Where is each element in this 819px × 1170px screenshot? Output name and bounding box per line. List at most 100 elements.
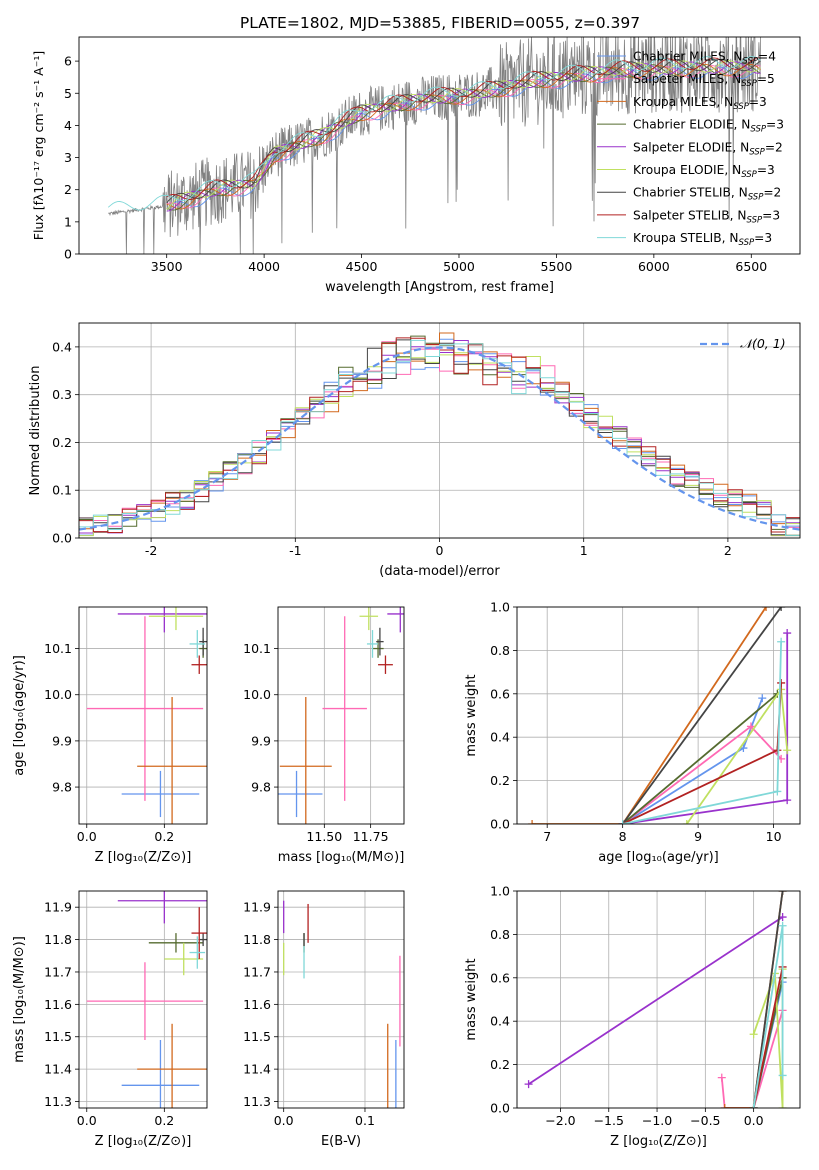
weight-marker bbox=[783, 746, 792, 755]
spectrum-model-line bbox=[166, 61, 761, 212]
spectrum-model-line bbox=[107, 56, 761, 211]
weight-marker bbox=[524, 1080, 533, 1089]
y-axis-label: mass [log₁₀(M/M⊙)] bbox=[12, 936, 27, 1063]
weight-line bbox=[752, 891, 784, 1108]
y-tick-label: 10.1 bbox=[243, 641, 271, 656]
gaussian-curve bbox=[79, 346, 800, 531]
y-tick-label: 0.0 bbox=[490, 1101, 510, 1116]
spectrum-data-line bbox=[108, 37, 761, 254]
weight-marker bbox=[720, 1104, 729, 1108]
y-tick-label: 0.4 bbox=[52, 339, 72, 354]
ticks: 7 8 9 10 0.0 0.2 0.4 0.6 0.8 1.0 bbox=[490, 600, 781, 845]
y-tick-label: 11.4 bbox=[243, 1062, 271, 1077]
weight-marker bbox=[528, 820, 537, 824]
weight-marker bbox=[682, 820, 691, 824]
x-tick-label: −1.5 bbox=[594, 1113, 624, 1128]
legend-entry: Chabrier ELODIE, NSSP=3 bbox=[633, 118, 784, 135]
panel-frame bbox=[516, 606, 801, 825]
weight-marker bbox=[778, 921, 787, 930]
y-axis-label: mass weight bbox=[464, 674, 479, 756]
x-axis-label: mass [log₁₀(M/M⊙)] bbox=[278, 850, 405, 865]
panel-residuals: -2 -1 0 1 2 0.0 0.1 0.2 0.3 0.4 (data-model)/error… bbox=[28, 322, 801, 579]
weight-marker bbox=[746, 722, 755, 731]
y-tick-label: 11.9 bbox=[243, 900, 271, 915]
x-tick-label: 0.1 bbox=[355, 1113, 375, 1128]
spectrum-model-line bbox=[166, 60, 761, 210]
y-tick-label: 0.6 bbox=[490, 686, 510, 701]
legend-entry: Salpeter MILES, NSSP=5 bbox=[633, 72, 775, 89]
weight-line bbox=[532, 607, 767, 824]
legend-entry: Salpeter STELIB, NSSP=3 bbox=[633, 208, 780, 225]
x-tick-label: 0.2 bbox=[154, 829, 174, 844]
y-tick-label: 11.6 bbox=[44, 997, 72, 1012]
x-tick-label: 0.0 bbox=[744, 1113, 764, 1128]
plot-area bbox=[524, 891, 787, 1108]
grid bbox=[278, 607, 404, 824]
spectrum-model-line bbox=[166, 66, 761, 210]
x-tick-label: −2.0 bbox=[545, 1113, 575, 1128]
y-tick-label: 1 bbox=[64, 214, 72, 229]
legend-entry: Kroupa ELODIE, NSSP=3 bbox=[633, 163, 775, 180]
weight-marker bbox=[783, 629, 792, 638]
panel-age-vs-mass: 11.50 11.75 9.8 9.9 10.0 10.1 mass [log₁₀(M/M⊙… bbox=[243, 606, 405, 865]
y-tick-label: 0.2 bbox=[52, 435, 72, 450]
weight-marker bbox=[773, 746, 782, 755]
x-axis-label: Z [log₁₀(Z/Z⊙)] bbox=[95, 850, 192, 865]
x-tick-label: 5500 bbox=[541, 259, 573, 274]
y-tick-label: 10.0 bbox=[44, 687, 72, 702]
y-axis-label: mass weight bbox=[464, 958, 479, 1040]
y-tick-label: 4 bbox=[64, 118, 72, 133]
panel-frame bbox=[78, 322, 801, 539]
weight-marker bbox=[778, 1071, 787, 1080]
y-axis-label: Flux [fλ10⁻¹⁷ erg cm⁻² s⁻¹ A⁻¹] bbox=[31, 51, 46, 240]
weight-marker bbox=[762, 607, 771, 611]
weight-line bbox=[621, 607, 782, 824]
plot-area bbox=[107, 37, 761, 254]
panel-spectrum: 3500 4000 4500 5000 5500 6000 6500 0 1 2 3 4 5 6 wavel… bbox=[31, 36, 801, 295]
y-tick-label: 11.8 bbox=[44, 932, 72, 947]
ticks: −2.0 −1.5 −1.0 −0.5 0.0 0.0 0.2 0.4 0.6 0.8 1.0 bbox=[490, 884, 764, 1129]
weight-marker bbox=[783, 796, 792, 805]
legend-entry: Salpeter ELODIE, NSSP=2 bbox=[633, 140, 783, 157]
y-tick-label: 10.1 bbox=[44, 641, 72, 656]
x-tick-label: 0.2 bbox=[154, 1113, 174, 1128]
y-tick-label: 0.4 bbox=[490, 730, 510, 745]
x-tick-label: 2 bbox=[724, 543, 732, 558]
x-tick-label: 0.0 bbox=[77, 829, 97, 844]
legend-entry: Chabrier STELIB, NSSP=2 bbox=[633, 186, 781, 203]
y-tick-label: 9.9 bbox=[251, 733, 271, 748]
x-tick-label: 10 bbox=[766, 829, 782, 844]
ticks: -2 -1 0 1 2 0.0 0.1 0.2 0.3 0.4 bbox=[52, 339, 732, 558]
x-tick-label: 8 bbox=[619, 829, 627, 844]
y-tick-label: 0.1 bbox=[52, 483, 72, 498]
plot-area bbox=[79, 332, 800, 537]
panel-mass-weight-vs-age: 7 8 9 10 0.0 0.2 0.4 0.6 0.8 1.0 age [log₁₀(age/yr… bbox=[464, 600, 801, 865]
x-tick-label: 1 bbox=[580, 543, 588, 558]
y-tick-label: 1.0 bbox=[490, 600, 510, 615]
weight-marker bbox=[778, 891, 787, 895]
weight-line bbox=[752, 966, 784, 1108]
y-axis-label: age [log₁₀(age/yr)] bbox=[12, 655, 27, 776]
spectrum-model-line bbox=[166, 57, 761, 200]
y-tick-label: 11.4 bbox=[44, 1062, 72, 1077]
x-axis-label: E(B-V) bbox=[321, 1134, 361, 1149]
panel-frame bbox=[516, 890, 801, 1109]
y-tick-label: 0.0 bbox=[52, 531, 72, 546]
panel-mass-vs-EBV: 0.0 0.1 11.3 11.4 11.5 11.6 11.7 11.8 11.9 E(B-V) bbox=[243, 890, 405, 1149]
panel-frame bbox=[78, 606, 208, 825]
x-axis-label: (data-model)/error bbox=[379, 564, 500, 579]
panel-age-vs-Z: 0.0 0.2 9.8 9.9 10.0 10.1 Z [log₁₀(Z/Z⊙)] age [… bbox=[12, 606, 208, 865]
y-tick-label: 9.8 bbox=[251, 780, 271, 795]
weight-marker bbox=[758, 694, 767, 703]
y-tick-label: 0 bbox=[64, 247, 72, 262]
x-tick-label: 6500 bbox=[735, 259, 767, 274]
y-tick-label: 2 bbox=[64, 182, 72, 197]
panel-mass-weight-vs-Z: −2.0 −1.5 −1.0 −0.5 0.0 0.0 0.2 0.4 0.6 0.8 1.0 Z [… bbox=[464, 884, 801, 1149]
y-tick-label: 11.6 bbox=[243, 997, 271, 1012]
panel-frame bbox=[78, 890, 208, 1109]
y-tick-label: 0.4 bbox=[490, 1014, 510, 1029]
plot-area bbox=[283, 900, 401, 1108]
legend-entry: Kroupa STELIB, NSSP=3 bbox=[633, 231, 772, 248]
x-tick-label: 5000 bbox=[443, 259, 475, 274]
